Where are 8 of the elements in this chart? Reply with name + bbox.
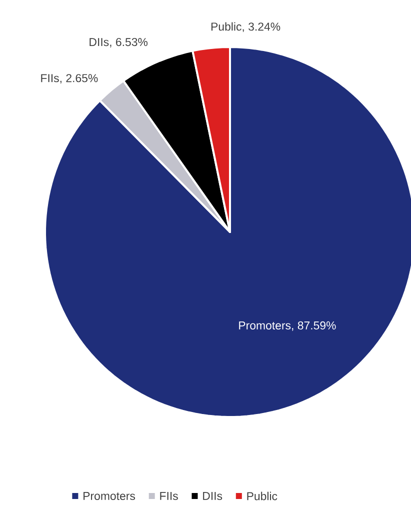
- legend-label: DIIs: [203, 492, 222, 500]
- legend-label: Public: [247, 492, 278, 500]
- legend-label: FIIs: [160, 492, 178, 500]
- legend-label: Promoters: [84, 492, 136, 500]
- data-label: Promoters, 87.59%: [239, 321, 336, 331]
- data-label: Public, 3.24%: [211, 22, 280, 32]
- data-label: DIIs, 6.53%: [90, 38, 148, 48]
- data-label: FIIs, 2.65%: [41, 74, 98, 84]
